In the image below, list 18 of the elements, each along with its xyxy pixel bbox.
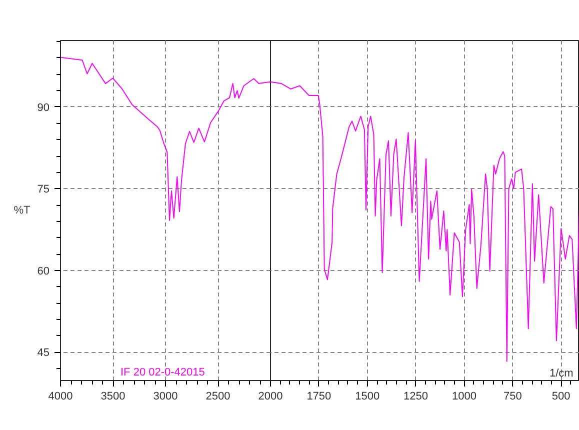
x-tick-label: 3500 [100,390,126,402]
x-tick-label: 1750 [306,390,332,402]
x-tick-label: 1000 [452,390,476,402]
y-tick-label: 75 [37,184,50,196]
y-axis-title: %T [14,204,31,216]
x-tick-label: 1500 [355,390,380,402]
x-axis-title: 1/cm [550,368,574,380]
y-tick-label: 45 [37,347,50,360]
x-tick-label: 3000 [153,390,178,402]
x-tick-label: 1250 [404,390,428,402]
y-tick-label: 60 [37,265,50,278]
x-tick-label: 2500 [206,390,230,402]
x-tick-label: 2000 [258,390,283,402]
x-tick-label: 500 [552,390,570,402]
x-tick-label: 4000 [48,390,73,402]
annotation: IF 20 02-0-42015 [120,366,205,378]
x-tick-label: 750 [503,390,522,402]
y-tick-label: 90 [37,102,50,114]
